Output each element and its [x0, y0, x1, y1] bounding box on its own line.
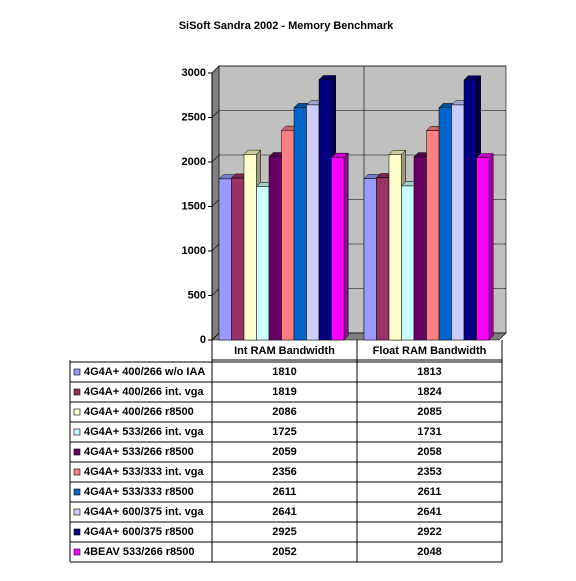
bar: [318, 79, 332, 341]
bar: [293, 107, 307, 341]
bar: [218, 178, 232, 341]
grid-line: [211, 154, 506, 163]
y-tick-label: 2000: [182, 156, 206, 168]
table-value: 2353: [417, 466, 441, 478]
legend-swatch: [73, 548, 81, 556]
bar: [413, 156, 427, 341]
table-value: 2085: [417, 406, 441, 418]
legend-label: 4G4A+ 600/375 int. vga: [84, 506, 204, 518]
table-value: 2641: [272, 506, 296, 518]
table-value: 2641: [417, 506, 441, 518]
table-value: 2925: [272, 526, 296, 538]
grid-line: [211, 65, 506, 74]
bar: [463, 79, 477, 341]
table-value: 2356: [272, 466, 296, 478]
bar: [243, 154, 257, 341]
bar-side: [343, 152, 349, 341]
bar: [376, 177, 390, 341]
legend-swatch: [73, 508, 81, 516]
bar: [331, 157, 345, 341]
category-label: Float RAM Bandwidth: [373, 345, 487, 357]
table-value: 2052: [272, 546, 296, 558]
legend-swatch: [73, 368, 81, 376]
table-value: 2611: [273, 486, 297, 498]
bar: [268, 156, 282, 341]
legend-swatch: [73, 488, 81, 496]
legend-label: 4G4A+ 600/375 r8500: [84, 526, 194, 538]
bar: [231, 177, 245, 341]
legend-label: 4G4A+ 533/266 r8500: [84, 446, 194, 458]
bar-side: [488, 152, 494, 341]
y-tick-label: 1500: [182, 200, 206, 212]
chart-title: SiSoft Sandra 2002 - Memory Benchmark: [179, 20, 394, 32]
bar: [306, 104, 320, 341]
table-value: 1725: [272, 426, 296, 438]
table-value: 2922: [417, 526, 441, 538]
bar: [388, 154, 402, 341]
y-tick-label: 3000: [182, 67, 206, 79]
legend-label: 4G4A+ 533/266 int. vga: [84, 426, 204, 438]
table-value: 2048: [417, 546, 441, 558]
table-value: 1731: [417, 426, 441, 438]
y-tick-label: 0: [200, 334, 206, 346]
legend-swatch: [73, 388, 81, 396]
y-tick-label: 2500: [182, 111, 206, 123]
table-value: 1813: [417, 366, 441, 378]
grid-line: [211, 110, 506, 118]
bar: [256, 186, 270, 341]
bar: [438, 107, 452, 341]
table-value: 2611: [418, 486, 442, 498]
legend-swatch: [73, 448, 81, 456]
y-tick-label: 1000: [182, 245, 206, 257]
table-value: 1819: [272, 386, 296, 398]
table-value: 2059: [272, 446, 296, 458]
bar: [401, 185, 415, 341]
category-label: Int RAM Bandwidth: [234, 345, 335, 357]
y-tick-label: 500: [188, 289, 206, 301]
legend-label: 4G4A+ 533/333 int. vga: [84, 466, 204, 478]
bar: [281, 130, 295, 341]
bar: [363, 178, 377, 341]
legend-swatch: [73, 408, 81, 416]
legend-label: 4G4A+ 400/266 r8500: [84, 406, 194, 418]
bar: [426, 130, 440, 341]
legend-label: 4G4A+ 533/333 r8500: [84, 486, 194, 498]
table-value: 2058: [417, 446, 441, 458]
legend-label: 4G4A+ 400/266 w/o IAA: [84, 366, 205, 378]
table-value: 1824: [417, 386, 442, 398]
legend-swatch: [73, 528, 81, 536]
legend-swatch: [73, 428, 81, 436]
legend-swatch: [73, 468, 81, 476]
legend-label: 4BEAV 533/266 r8500: [84, 546, 195, 558]
bar: [451, 104, 465, 341]
bar: [476, 157, 490, 341]
table-value: 2086: [272, 406, 296, 418]
legend-label: 4G4A+ 400/266 int. vga: [84, 386, 204, 398]
table-value: 1810: [272, 366, 296, 378]
